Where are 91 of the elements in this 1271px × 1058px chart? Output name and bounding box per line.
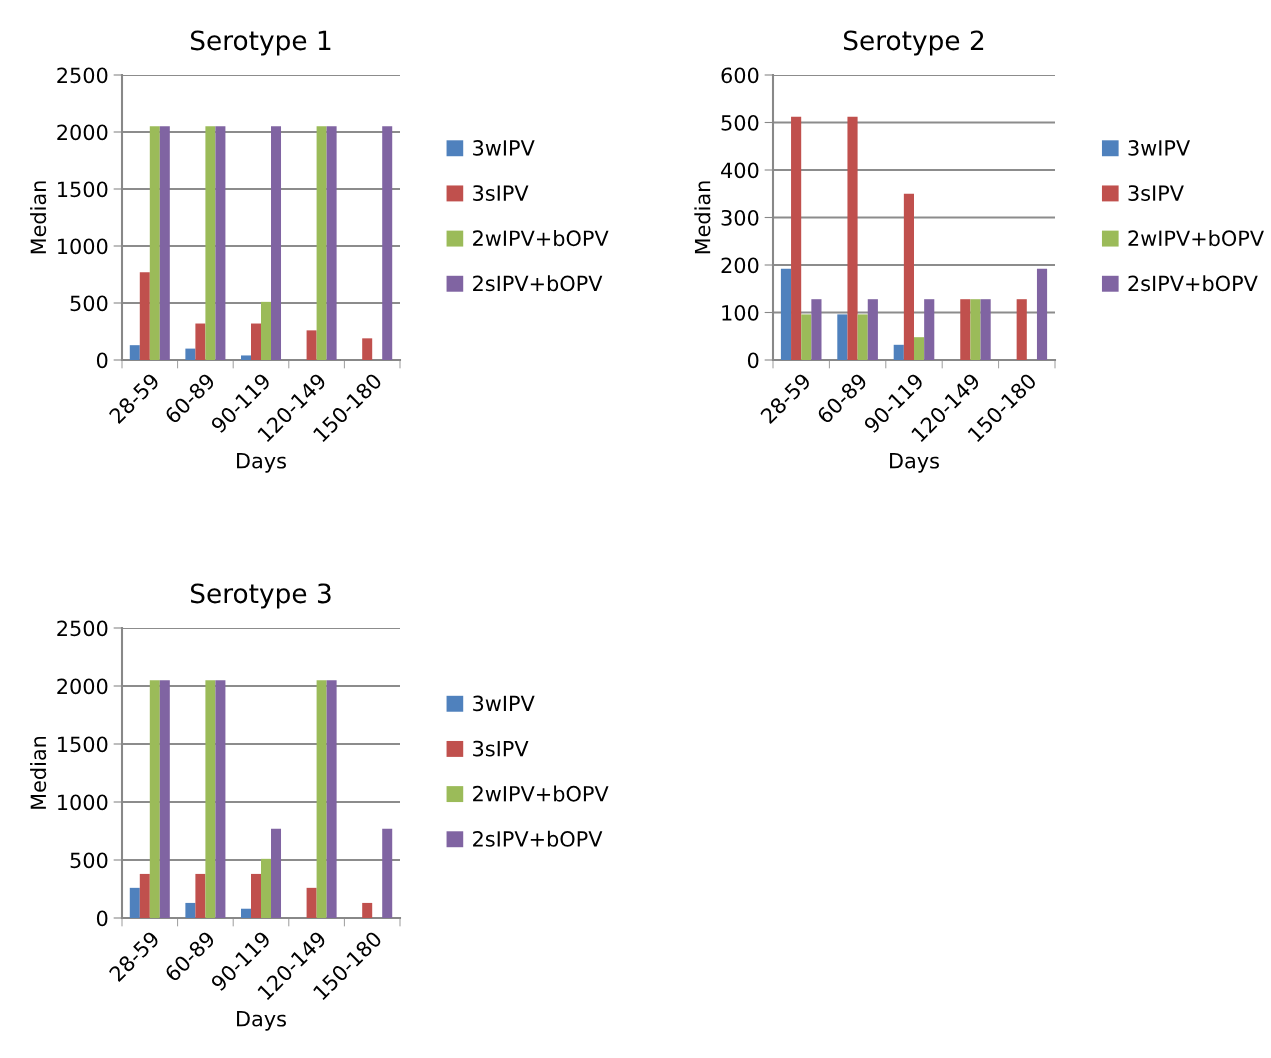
bar <box>801 314 812 360</box>
chart-title: Serotype 3 <box>190 583 331 609</box>
bar <box>185 902 196 918</box>
y-tick-label: 300 <box>721 209 759 226</box>
bar <box>791 116 802 360</box>
y-tick-label: 500 <box>70 852 108 869</box>
bar <box>306 887 317 918</box>
bar <box>261 858 272 918</box>
y-tick-label: 0 <box>96 910 108 927</box>
bar <box>250 323 261 360</box>
y-tick-label: 0 <box>747 352 759 369</box>
x-axis-title: Days <box>237 1011 286 1031</box>
bar <box>780 268 792 360</box>
bar <box>139 272 150 360</box>
bar <box>129 345 140 360</box>
bar <box>261 301 272 360</box>
y-tick-label: 500 <box>721 114 759 131</box>
x-axis-title: Days <box>890 453 939 473</box>
legend-label: 3sIPV <box>1128 185 1184 201</box>
legend-label: 2wIPV+bOPV <box>473 785 609 802</box>
y-tick-label: 200 <box>721 257 759 274</box>
bar <box>326 126 337 360</box>
bar <box>903 193 914 360</box>
y-tick-label: 1500 <box>58 181 108 198</box>
y-axis-title: Median <box>30 181 47 254</box>
y-tick-label: 1000 <box>58 794 108 811</box>
legend-label: 3wIPV <box>473 695 535 712</box>
bar <box>271 828 282 918</box>
bar <box>362 338 373 360</box>
bar <box>205 680 216 918</box>
bar <box>149 126 160 360</box>
bar <box>847 116 858 360</box>
bar <box>205 126 216 360</box>
y-axis-title: Median <box>694 181 711 254</box>
bar <box>326 680 337 918</box>
y-tick-label: 1500 <box>58 736 108 753</box>
x-axis-title: Days <box>237 453 286 473</box>
y-tick-label: 2500 <box>57 67 108 84</box>
bar <box>970 299 981 360</box>
bar <box>215 126 226 360</box>
y-tick-label: 2000 <box>57 678 108 695</box>
bar <box>149 680 160 918</box>
bar <box>139 873 150 918</box>
bar <box>857 314 868 360</box>
chart-title: Serotype 2 <box>843 30 984 56</box>
bar <box>215 680 226 918</box>
bar <box>837 314 848 360</box>
bar <box>1016 299 1027 360</box>
legend-label: 2sIPV+bOPV <box>1128 275 1258 292</box>
bar <box>362 902 373 918</box>
bar <box>195 323 206 360</box>
bar <box>159 126 170 360</box>
bar <box>159 680 170 918</box>
legend-label: 3sIPV <box>473 740 529 757</box>
bar <box>382 828 393 918</box>
chart-title: Serotype 1 <box>190 30 331 56</box>
bar <box>250 873 261 918</box>
bar <box>867 299 878 360</box>
y-tick-label: 100 <box>722 304 759 321</box>
y-tick-label: 500 <box>70 295 108 312</box>
legend-label: 2wIPV+bOPV <box>1128 230 1264 247</box>
legend-label: 3wIPV <box>1128 140 1191 156</box>
bar <box>316 680 327 918</box>
y-tick-label: 0 <box>96 352 108 369</box>
y-tick-label: 400 <box>721 162 759 179</box>
y-tick-label: 2500 <box>57 620 108 637</box>
bar <box>924 299 935 360</box>
bar <box>893 344 904 360</box>
bar <box>306 330 317 360</box>
y-tick-label: 1000 <box>58 238 108 255</box>
bar <box>980 299 991 360</box>
bar <box>914 337 925 360</box>
bar <box>240 355 251 360</box>
y-tick-label: 2000 <box>57 124 108 141</box>
legend-label: 2sIPV+bOPV <box>473 275 603 292</box>
bar <box>195 873 206 918</box>
bar <box>240 908 251 918</box>
legend-label: 3sIPV <box>473 185 529 201</box>
bar <box>1036 268 1048 360</box>
bar <box>129 887 140 918</box>
bar <box>185 348 196 360</box>
bar <box>316 126 327 360</box>
y-axis-title: Median <box>30 736 47 809</box>
bar <box>960 299 971 360</box>
legend-label: 2sIPV+bOPV <box>473 830 603 847</box>
y-tick-label: 600 <box>721 67 759 84</box>
legend-label: 3wIPV <box>473 140 535 156</box>
bar <box>271 126 282 360</box>
legend-label: 2wIPV+bOPV <box>473 230 609 247</box>
bar <box>811 299 822 360</box>
bar <box>382 126 393 360</box>
